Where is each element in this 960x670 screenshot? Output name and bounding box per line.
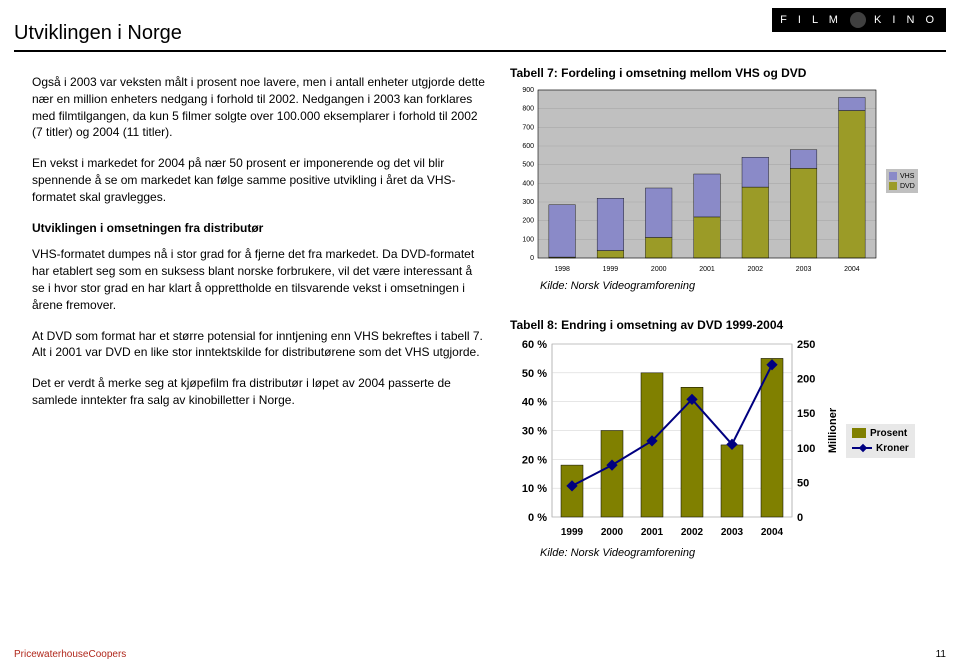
title-underline <box>14 50 946 52</box>
paragraph-5: Det er verdt å merke seg at kjøpefilm fr… <box>32 375 487 409</box>
body-text-column: Også i 2003 var veksten målt i prosent n… <box>32 74 487 423</box>
legend-item-prosent: Prosent <box>852 428 909 439</box>
legend-item-vhs: VHS <box>889 172 915 180</box>
legend-label-kroner: Kroner <box>876 443 909 454</box>
page-title: Utviklingen i Norge <box>14 22 182 45</box>
svg-text:30 %: 30 % <box>522 426 547 438</box>
chart1-source: Kilde: Norsk Videogramforening <box>540 280 940 292</box>
legend-label-vhs: VHS <box>900 173 914 180</box>
chart1-title: Tabell 7: Fordeling i omsetning mellom V… <box>510 66 940 80</box>
svg-text:800: 800 <box>522 106 534 113</box>
legend-label-prosent: Prosent <box>870 428 907 439</box>
chart1-stacked-bar: 0 100 200 300 400 500 600 700 800 900 1998 1999 2000… <box>510 86 880 276</box>
svg-text:2001: 2001 <box>641 527 664 538</box>
svg-text:2000: 2000 <box>651 266 667 273</box>
svg-text:100: 100 <box>797 443 815 455</box>
paragraph-1: Også i 2003 var veksten målt i prosent n… <box>32 74 487 141</box>
svg-text:2002: 2002 <box>747 266 763 273</box>
svg-text:0: 0 <box>530 255 534 262</box>
svg-text:600: 600 <box>522 143 534 150</box>
legend-item-kroner: Kroner <box>852 443 909 454</box>
chart2-title: Tabell 8: Endring i omsetning av DVD 199… <box>510 318 940 332</box>
svg-text:2004: 2004 <box>761 527 784 538</box>
swatch-kroner-icon <box>852 443 872 453</box>
svg-text:40 %: 40 % <box>522 397 547 409</box>
svg-text:1998: 1998 <box>554 266 570 273</box>
swatch-dvd <box>889 182 897 190</box>
paragraph-3: VHS-formatet dumpes nå i stor grad for å… <box>32 246 487 313</box>
swatch-vhs <box>889 172 897 180</box>
brand-logo: F I L M K I N O <box>772 8 946 32</box>
sub-heading: Utviklingen i omsetningen fra distributø… <box>32 220 487 237</box>
logo-dot-icon <box>850 12 866 28</box>
logo-text-right: K I N O <box>874 14 938 26</box>
svg-text:200: 200 <box>797 374 815 386</box>
svg-text:0: 0 <box>797 512 803 524</box>
svg-text:2003: 2003 <box>721 527 744 538</box>
svg-text:0 %: 0 % <box>528 512 547 524</box>
svg-text:50 %: 50 % <box>522 368 547 380</box>
footer-left: PricewaterhouseCoopers <box>14 649 126 660</box>
svg-text:150: 150 <box>797 408 815 420</box>
svg-text:2003: 2003 <box>796 266 812 273</box>
svg-text:1999: 1999 <box>561 527 584 538</box>
svg-text:2001: 2001 <box>699 266 715 273</box>
svg-text:700: 700 <box>522 124 534 131</box>
svg-text:50: 50 <box>797 477 809 489</box>
svg-text:10 %: 10 % <box>522 483 547 495</box>
footer-page-number: 11 <box>936 649 946 660</box>
svg-text:300: 300 <box>522 199 534 206</box>
svg-text:400: 400 <box>522 180 534 187</box>
legend-label-dvd: DVD <box>900 183 915 190</box>
svg-text:2002: 2002 <box>681 527 704 538</box>
paragraph-4: At DVD som format har et større potensia… <box>32 328 487 362</box>
chart2-source: Kilde: Norsk Videogramforening <box>540 547 940 559</box>
svg-text:2000: 2000 <box>601 527 624 538</box>
svg-text:100: 100 <box>522 236 534 243</box>
legend-item-dvd: DVD <box>889 182 915 190</box>
svg-text:900: 900 <box>522 87 534 94</box>
svg-text:200: 200 <box>522 218 534 225</box>
swatch-prosent <box>852 428 866 438</box>
paragraph-2: En vekst i markedet for 2004 på nær 50 p… <box>32 155 487 205</box>
svg-text:500: 500 <box>522 162 534 169</box>
svg-text:1999: 1999 <box>603 266 619 273</box>
logo-text-left: F I L M <box>780 14 842 26</box>
chart1-legend: VHS DVD <box>886 169 918 193</box>
svg-text:Millioner: Millioner <box>827 407 839 453</box>
chart2-combo: 0 %10 %20 %30 %40 %50 %60 %0501001502002… <box>510 338 840 543</box>
svg-text:250: 250 <box>797 339 815 351</box>
chart-column: Tabell 7: Fordeling i omsetning mellom V… <box>510 66 940 559</box>
svg-text:60 %: 60 % <box>522 339 547 351</box>
svg-text:20 %: 20 % <box>522 454 547 466</box>
chart2-legend: Prosent Kroner <box>846 424 915 458</box>
svg-text:2004: 2004 <box>844 266 860 273</box>
